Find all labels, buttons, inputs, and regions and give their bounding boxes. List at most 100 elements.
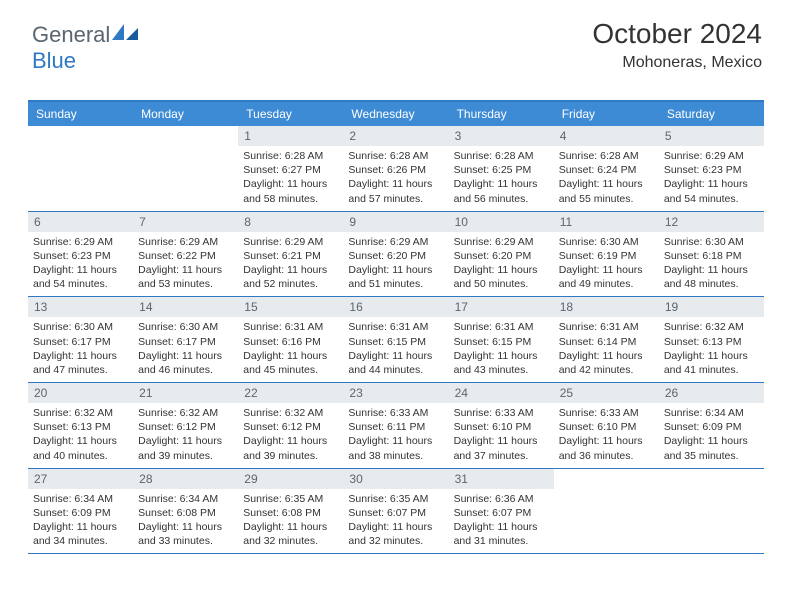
daylight-text: Daylight: 11 hours and 42 minutes. [559,349,654,377]
day-info: Sunrise: 6:34 AMSunset: 6:08 PMDaylight:… [133,489,238,554]
day-info: Sunrise: 6:29 AMSunset: 6:21 PMDaylight:… [238,232,343,297]
day-info: Sunrise: 6:28 AMSunset: 6:24 PMDaylight:… [554,146,659,211]
daylight-text: Daylight: 11 hours and 49 minutes. [559,263,654,291]
sunrise-text: Sunrise: 6:34 AM [664,406,759,420]
sunset-text: Sunset: 6:19 PM [559,249,654,263]
sunset-text: Sunset: 6:23 PM [33,249,128,263]
calendar-cell [659,469,764,554]
calendar-cell: 15Sunrise: 6:31 AMSunset: 6:16 PMDayligh… [238,297,343,382]
day-info: Sunrise: 6:28 AMSunset: 6:26 PMDaylight:… [343,146,448,211]
day-number: 5 [659,126,764,146]
sunset-text: Sunset: 6:21 PM [243,249,338,263]
calendar-cell: 9Sunrise: 6:29 AMSunset: 6:20 PMDaylight… [343,212,448,297]
day-info: Sunrise: 6:33 AMSunset: 6:10 PMDaylight:… [554,403,659,468]
calendar-cell: 4Sunrise: 6:28 AMSunset: 6:24 PMDaylight… [554,126,659,211]
sunset-text: Sunset: 6:12 PM [243,420,338,434]
sunrise-text: Sunrise: 6:29 AM [138,235,233,249]
calendar: SundayMondayTuesdayWednesdayThursdayFrid… [28,100,764,554]
sunset-text: Sunset: 6:09 PM [33,506,128,520]
daylight-text: Daylight: 11 hours and 40 minutes. [33,434,128,462]
calendar-cell [554,469,659,554]
sunrise-text: Sunrise: 6:32 AM [33,406,128,420]
daylight-text: Daylight: 11 hours and 47 minutes. [33,349,128,377]
day-header: Saturday [659,102,764,126]
sunset-text: Sunset: 6:22 PM [138,249,233,263]
sunrise-text: Sunrise: 6:31 AM [243,320,338,334]
day-info: Sunrise: 6:28 AMSunset: 6:27 PMDaylight:… [238,146,343,211]
calendar-cell: 30Sunrise: 6:35 AMSunset: 6:07 PMDayligh… [343,469,448,554]
sunrise-text: Sunrise: 6:29 AM [33,235,128,249]
daylight-text: Daylight: 11 hours and 34 minutes. [33,520,128,548]
day-number: 1 [238,126,343,146]
daylight-text: Daylight: 11 hours and 48 minutes. [664,263,759,291]
calendar-cell: 21Sunrise: 6:32 AMSunset: 6:12 PMDayligh… [133,383,238,468]
sunset-text: Sunset: 6:11 PM [348,420,443,434]
day-number: 22 [238,383,343,403]
sunrise-text: Sunrise: 6:30 AM [138,320,233,334]
calendar-cell: 18Sunrise: 6:31 AMSunset: 6:14 PMDayligh… [554,297,659,382]
sunrise-text: Sunrise: 6:28 AM [454,149,549,163]
sunset-text: Sunset: 6:09 PM [664,420,759,434]
day-number: 9 [343,212,448,232]
sunset-text: Sunset: 6:08 PM [138,506,233,520]
day-number: 8 [238,212,343,232]
daylight-text: Daylight: 11 hours and 56 minutes. [454,177,549,205]
day-number: 4 [554,126,659,146]
day-info: Sunrise: 6:31 AMSunset: 6:15 PMDaylight:… [343,317,448,382]
day-info: Sunrise: 6:31 AMSunset: 6:14 PMDaylight:… [554,317,659,382]
day-info: Sunrise: 6:30 AMSunset: 6:18 PMDaylight:… [659,232,764,297]
daylight-text: Daylight: 11 hours and 33 minutes. [138,520,233,548]
day-info: Sunrise: 6:34 AMSunset: 6:09 PMDaylight:… [28,489,133,554]
month-title: October 2024 [592,18,762,50]
logo: General Blue [32,22,140,74]
day-number: 6 [28,212,133,232]
daylight-text: Daylight: 11 hours and 39 minutes. [138,434,233,462]
sunset-text: Sunset: 6:18 PM [664,249,759,263]
daylight-text: Daylight: 11 hours and 32 minutes. [348,520,443,548]
daylight-text: Daylight: 11 hours and 39 minutes. [243,434,338,462]
day-number: 23 [343,383,448,403]
sunrise-text: Sunrise: 6:30 AM [559,235,654,249]
sunset-text: Sunset: 6:23 PM [664,163,759,177]
day-number: 10 [449,212,554,232]
day-info: Sunrise: 6:28 AMSunset: 6:25 PMDaylight:… [449,146,554,211]
daylight-text: Daylight: 11 hours and 45 minutes. [243,349,338,377]
calendar-cell: 28Sunrise: 6:34 AMSunset: 6:08 PMDayligh… [133,469,238,554]
sunset-text: Sunset: 6:17 PM [33,335,128,349]
day-header: Sunday [28,102,133,126]
sunrise-text: Sunrise: 6:29 AM [243,235,338,249]
day-number: 29 [238,469,343,489]
week-row: 1Sunrise: 6:28 AMSunset: 6:27 PMDaylight… [28,126,764,212]
day-number: 3 [449,126,554,146]
sunset-text: Sunset: 6:20 PM [348,249,443,263]
calendar-cell [28,126,133,211]
day-info: Sunrise: 6:29 AMSunset: 6:20 PMDaylight:… [449,232,554,297]
day-info: Sunrise: 6:30 AMSunset: 6:19 PMDaylight:… [554,232,659,297]
location: Mohoneras, Mexico [592,54,762,72]
sunrise-text: Sunrise: 6:28 AM [348,149,443,163]
day-number: 2 [343,126,448,146]
day-info: Sunrise: 6:35 AMSunset: 6:07 PMDaylight:… [343,489,448,554]
daylight-text: Daylight: 11 hours and 41 minutes. [664,349,759,377]
day-number: 11 [554,212,659,232]
day-number: 14 [133,297,238,317]
sunset-text: Sunset: 6:13 PM [33,420,128,434]
daylight-text: Daylight: 11 hours and 37 minutes. [454,434,549,462]
sunset-text: Sunset: 6:20 PM [454,249,549,263]
day-info: Sunrise: 6:30 AMSunset: 6:17 PMDaylight:… [28,317,133,382]
sunrise-text: Sunrise: 6:31 AM [559,320,654,334]
day-number: 18 [554,297,659,317]
day-number: 13 [28,297,133,317]
calendar-cell: 2Sunrise: 6:28 AMSunset: 6:26 PMDaylight… [343,126,448,211]
calendar-cell: 7Sunrise: 6:29 AMSunset: 6:22 PMDaylight… [133,212,238,297]
sunrise-text: Sunrise: 6:32 AM [243,406,338,420]
sunrise-text: Sunrise: 6:29 AM [454,235,549,249]
calendar-cell: 20Sunrise: 6:32 AMSunset: 6:13 PMDayligh… [28,383,133,468]
sunrise-text: Sunrise: 6:29 AM [664,149,759,163]
day-number: 30 [343,469,448,489]
logo-word2: Blue [32,48,76,73]
day-number: 21 [133,383,238,403]
day-number: 25 [554,383,659,403]
sunrise-text: Sunrise: 6:32 AM [664,320,759,334]
sunrise-text: Sunrise: 6:34 AM [33,492,128,506]
